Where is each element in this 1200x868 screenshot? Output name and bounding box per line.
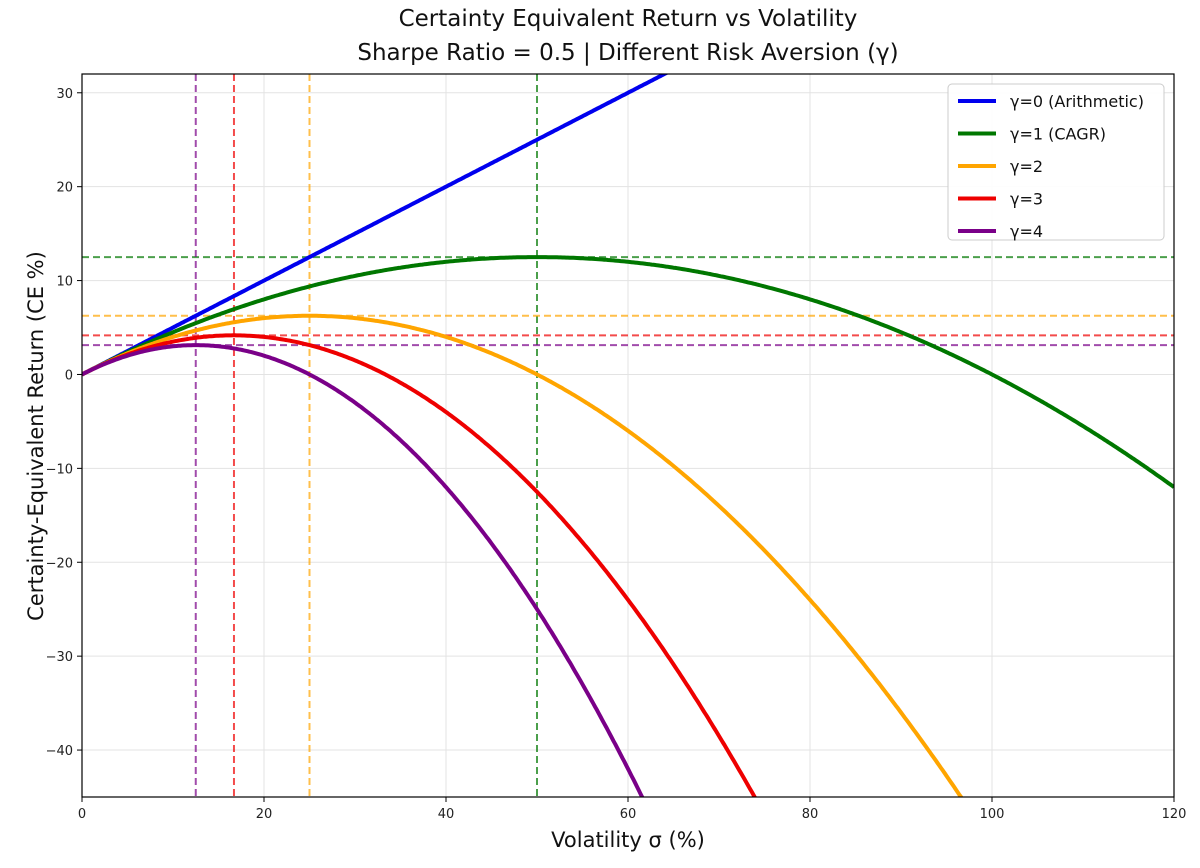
x-tick-label: 60 (620, 807, 637, 822)
legend-label: γ=0 (Arithmetic) (1010, 92, 1144, 111)
curves (82, 74, 1174, 797)
x-tick-label: 0 (78, 807, 86, 822)
x-tick-label: 120 (1162, 807, 1187, 822)
x-axis-label: Volatility σ (%) (551, 828, 705, 852)
y-axis-label: Certainty-Equivalent Return (CE %) (24, 251, 48, 621)
chart-title: Certainty Equivalent Return vs Volatilit… (398, 6, 858, 32)
x-tick-label: 100 (980, 807, 1005, 822)
x-tick-label: 80 (802, 807, 819, 822)
legend-label: γ=1 (CAGR) (1010, 125, 1106, 144)
series-line (82, 343, 645, 797)
x-tick-label: 40 (438, 807, 455, 822)
chart-subtitle: Sharpe Ratio = 0.5 | Different Risk Aver… (357, 40, 899, 66)
series-line (82, 313, 964, 797)
y-tick-label: −10 (46, 462, 73, 477)
series-line (82, 255, 1174, 489)
axis-ticks: 0 20 40 60 80 100 120 −40 −30 −20 −10 0 10 20 30 (46, 87, 1187, 822)
y-tick-label: 0 (65, 368, 73, 383)
legend-label: γ=2 (1010, 157, 1043, 176)
legend: γ=0 (Arithmetic) γ=1 (CAGR) γ=2 γ=3 γ=4 (947, 83, 1165, 241)
y-tick-label: 10 (56, 275, 73, 290)
y-tick-label: −40 (46, 744, 73, 759)
legend-label: γ=4 (1010, 222, 1043, 241)
y-tick-label: −20 (46, 556, 73, 571)
y-tick-label: 20 (56, 181, 73, 196)
series-line (82, 74, 669, 377)
y-tick-label: −30 (46, 650, 73, 665)
legend-box (947, 83, 1165, 241)
x-tick-label: 20 (256, 807, 273, 822)
y-tick-label: 30 (56, 87, 73, 102)
legend-label: γ=3 (1010, 190, 1043, 209)
series-line (82, 333, 757, 797)
